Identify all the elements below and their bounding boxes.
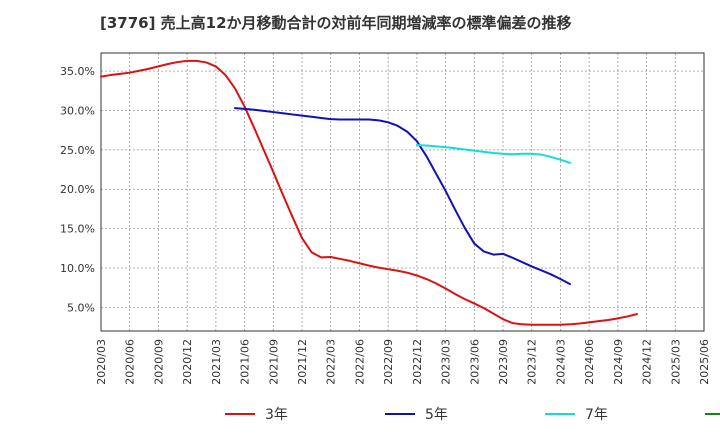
y-tick-label: 10.0% (60, 262, 95, 275)
x-tick-label: 2021/06 (239, 339, 252, 385)
x-tick-label: 2021/03 (210, 339, 223, 385)
x-tick-label: 2021/09 (267, 339, 280, 385)
y-tick-label: 30.0% (60, 104, 95, 117)
x-tick-label: 2020/09 (152, 339, 165, 385)
x-tick-label: 2025/06 (698, 339, 711, 385)
plot-area (101, 53, 704, 331)
y-tick-label: 20.0% (60, 183, 95, 196)
y-tick-label: 5.0% (67, 301, 95, 314)
x-tick-label: 2025/03 (669, 339, 682, 385)
plot-border (100, 52, 705, 332)
chart-title: [3776] 売上高12か月移動合計の対前年同期増減率の標準偏差の推移 (100, 14, 572, 32)
legend-label-1: 3年 (265, 407, 288, 423)
x-tick-label: 2022/03 (325, 339, 338, 385)
series-line-1 (100, 59, 638, 326)
y-tick-label: 15.0% (60, 223, 95, 236)
x-tick-label: 2024/06 (583, 339, 596, 385)
x-tick-label: 2023/12 (526, 339, 539, 385)
x-tick-label: 2020/06 (124, 339, 137, 385)
x-tick-label: 2023/03 (440, 339, 453, 385)
x-tick-label: 2024/09 (612, 339, 625, 385)
x-tick-label: 2022/06 (353, 339, 366, 385)
x-tick-label: 2024/12 (641, 339, 654, 385)
x-tick-label: 2023/06 (468, 339, 481, 385)
y-tick-label: 25.0% (60, 144, 95, 157)
x-tick-label: 2023/09 (497, 339, 510, 385)
legend-label-3: 7年 (585, 407, 608, 423)
x-tick-label: 2024/03 (554, 339, 567, 385)
series-line-2 (234, 107, 571, 286)
series-line-3 (415, 144, 571, 164)
x-tick-label: 2020/12 (181, 339, 194, 385)
x-tick-label: 2022/12 (411, 339, 424, 385)
x-tick-label: 2022/09 (382, 339, 395, 385)
legend-label-2: 5年 (425, 407, 448, 423)
x-tick-label: 2020/03 (95, 339, 108, 385)
x-tick-label: 2021/12 (296, 339, 309, 385)
y-tick-label: 35.0% (60, 65, 95, 78)
